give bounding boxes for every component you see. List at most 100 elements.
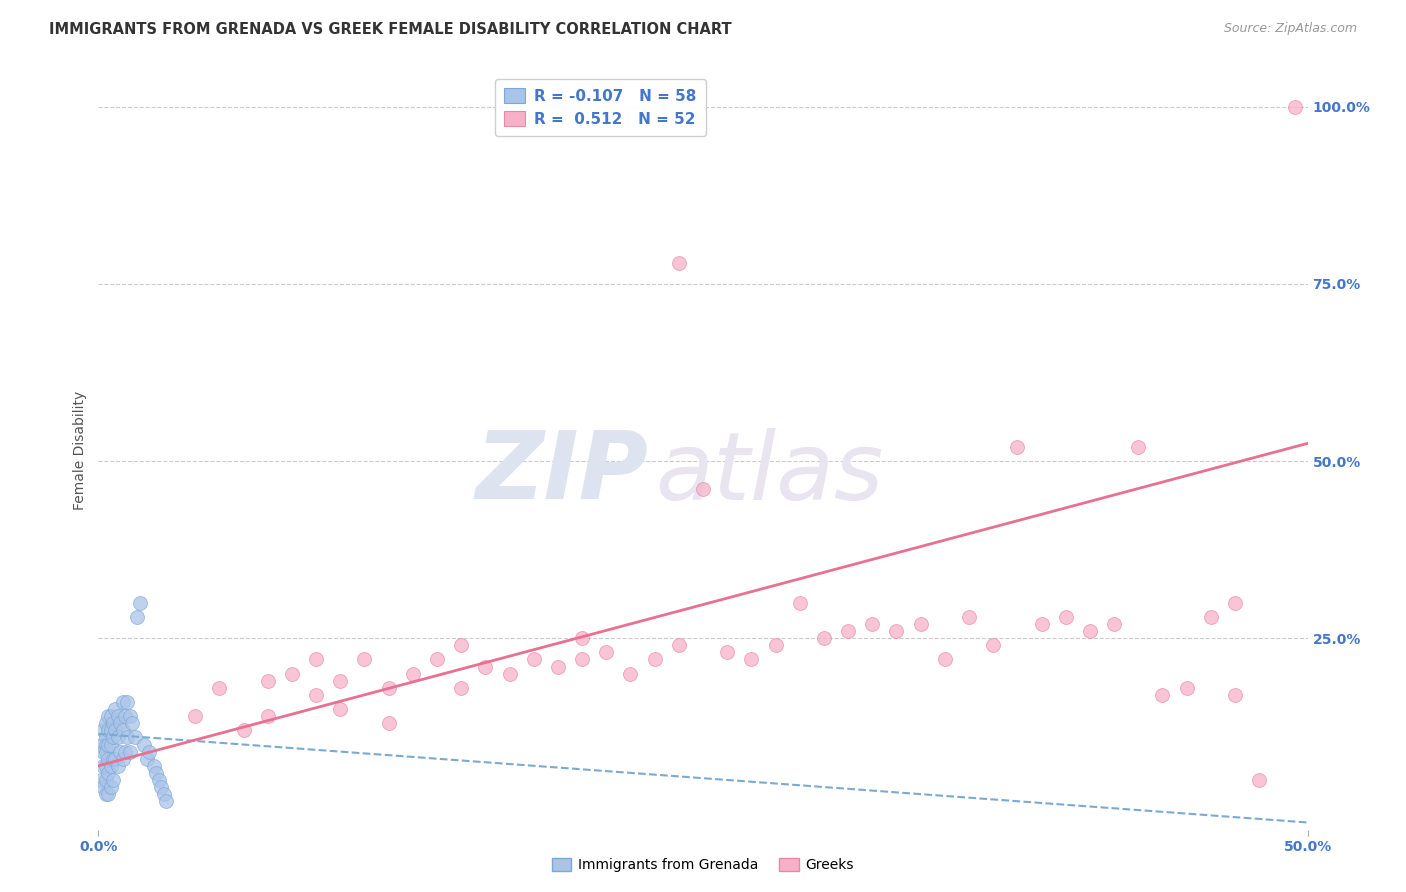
- Point: [740, 652, 762, 666]
- Point: [426, 652, 449, 666]
- Point: [668, 638, 690, 652]
- Text: atlas: atlas: [655, 427, 883, 519]
- Y-axis label: Female Disability: Female Disability: [73, 391, 87, 510]
- Point: [94, 716, 117, 731]
- Point: [108, 716, 131, 731]
- Point: [100, 709, 122, 723]
- Point: [256, 673, 278, 688]
- Point: [100, 759, 122, 773]
- Point: [117, 695, 139, 709]
- Point: [91, 780, 114, 794]
- Point: [1284, 100, 1306, 114]
- Point: [101, 716, 124, 731]
- Legend: R = -0.107   N = 58, R =  0.512   N = 52: R = -0.107 N = 58, R = 0.512 N = 52: [495, 79, 706, 136]
- Point: [94, 738, 117, 752]
- Point: [97, 787, 120, 801]
- Point: [934, 652, 956, 666]
- Point: [232, 723, 254, 738]
- Point: [107, 709, 129, 723]
- Point: [90, 738, 112, 752]
- Point: [281, 666, 304, 681]
- Point: [135, 752, 157, 766]
- Point: [1175, 681, 1198, 695]
- Point: [100, 723, 122, 738]
- Point: [765, 638, 787, 652]
- Point: [91, 745, 114, 759]
- Point: [91, 759, 114, 773]
- Point: [1007, 440, 1029, 454]
- Point: [128, 596, 150, 610]
- Point: [353, 652, 375, 666]
- Point: [101, 772, 124, 787]
- Point: [104, 723, 127, 738]
- Point: [94, 731, 117, 745]
- Point: [813, 632, 835, 646]
- Point: [305, 652, 328, 666]
- Point: [91, 723, 114, 738]
- Point: [152, 787, 174, 801]
- Point: [377, 681, 399, 695]
- Point: [104, 702, 127, 716]
- Point: [111, 752, 134, 766]
- Point: [114, 745, 136, 759]
- Point: [402, 666, 425, 681]
- Point: [97, 752, 120, 766]
- Point: [114, 709, 136, 723]
- Point: [547, 659, 569, 673]
- Point: [305, 688, 328, 702]
- Point: [184, 709, 207, 723]
- Point: [104, 752, 127, 766]
- Point: [957, 610, 980, 624]
- Point: [886, 624, 908, 639]
- Point: [1078, 624, 1101, 639]
- Point: [97, 709, 120, 723]
- Point: [450, 638, 472, 652]
- Point: [1249, 772, 1271, 787]
- Point: [108, 745, 131, 759]
- Point: [1152, 688, 1174, 702]
- Point: [668, 255, 690, 269]
- Point: [329, 702, 352, 716]
- Point: [118, 745, 141, 759]
- Point: [474, 659, 496, 673]
- Point: [107, 731, 129, 745]
- Point: [97, 738, 120, 752]
- Legend: Immigrants from Grenada, Greeks: Immigrants from Grenada, Greeks: [546, 853, 860, 878]
- Point: [121, 716, 143, 731]
- Point: [134, 738, 156, 752]
- Point: [111, 695, 134, 709]
- Point: [450, 681, 472, 695]
- Point: [155, 794, 177, 808]
- Point: [1223, 688, 1246, 702]
- Point: [377, 716, 399, 731]
- Point: [716, 645, 738, 659]
- Point: [1199, 610, 1222, 624]
- Point: [523, 652, 546, 666]
- Point: [100, 780, 122, 794]
- Point: [94, 787, 117, 801]
- Point: [595, 645, 617, 659]
- Point: [1128, 440, 1150, 454]
- Point: [138, 745, 160, 759]
- Point: [1054, 610, 1077, 624]
- Point: [981, 638, 1004, 652]
- Point: [111, 723, 134, 738]
- Point: [1031, 617, 1053, 632]
- Point: [571, 652, 593, 666]
- Point: [571, 632, 593, 646]
- Text: IMMIGRANTS FROM GRENADA VS GREEK FEMALE DISABILITY CORRELATION CHART: IMMIGRANTS FROM GRENADA VS GREEK FEMALE …: [49, 22, 733, 37]
- Point: [208, 681, 231, 695]
- Point: [148, 772, 170, 787]
- Point: [498, 666, 520, 681]
- Text: Source: ZipAtlas.com: Source: ZipAtlas.com: [1223, 22, 1357, 36]
- Point: [329, 673, 352, 688]
- Point: [1223, 596, 1246, 610]
- Point: [94, 772, 117, 787]
- Point: [789, 596, 811, 610]
- Point: [101, 752, 124, 766]
- Point: [692, 483, 714, 497]
- Point: [107, 759, 129, 773]
- Point: [644, 652, 666, 666]
- Point: [127, 610, 149, 624]
- Point: [150, 780, 173, 794]
